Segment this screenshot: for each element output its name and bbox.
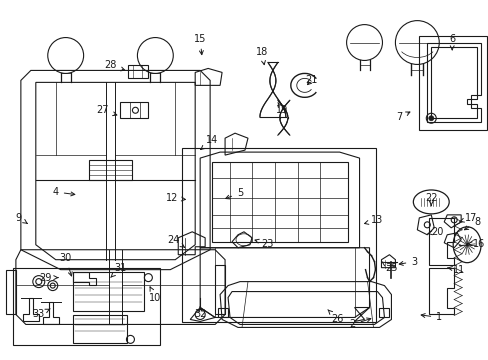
Text: 24: 24	[167, 235, 184, 247]
Text: 7: 7	[395, 112, 409, 122]
Text: 9: 9	[16, 213, 27, 224]
Text: 13: 13	[364, 215, 383, 225]
Text: 25: 25	[382, 262, 397, 273]
Text: 27: 27	[96, 105, 117, 116]
Text: 8: 8	[464, 217, 479, 230]
Text: 19: 19	[275, 103, 287, 115]
Bar	[419, 36, 486, 130]
Text: 11: 11	[447, 265, 465, 275]
Text: 20: 20	[427, 227, 443, 237]
Text: 1: 1	[420, 312, 442, 323]
Text: 33: 33	[33, 309, 50, 319]
Text: 31: 31	[110, 263, 126, 278]
Bar	[73, 272, 144, 311]
Text: 26: 26	[327, 310, 343, 324]
Text: 14: 14	[201, 135, 218, 149]
Text: 10: 10	[149, 287, 161, 302]
Bar	[13, 268, 160, 345]
Text: 28: 28	[104, 60, 124, 71]
Text: 21: 21	[305, 75, 317, 85]
Text: 3: 3	[398, 257, 417, 267]
Text: 23: 23	[254, 239, 274, 249]
Text: 2: 2	[349, 318, 370, 329]
Text: 30: 30	[60, 253, 72, 276]
Text: 4: 4	[53, 187, 75, 197]
Text: 32: 32	[194, 307, 206, 319]
Text: 6: 6	[448, 33, 454, 50]
Text: 18: 18	[255, 48, 267, 65]
Text: 17: 17	[459, 213, 476, 223]
Text: 16: 16	[467, 239, 484, 249]
Circle shape	[428, 116, 433, 121]
Text: 22: 22	[424, 193, 437, 206]
Text: 29: 29	[40, 273, 58, 283]
Text: 5: 5	[225, 188, 243, 199]
Bar	[73, 315, 127, 343]
Text: 12: 12	[166, 193, 185, 203]
Text: 15: 15	[194, 33, 206, 55]
Bar	[182, 148, 376, 323]
